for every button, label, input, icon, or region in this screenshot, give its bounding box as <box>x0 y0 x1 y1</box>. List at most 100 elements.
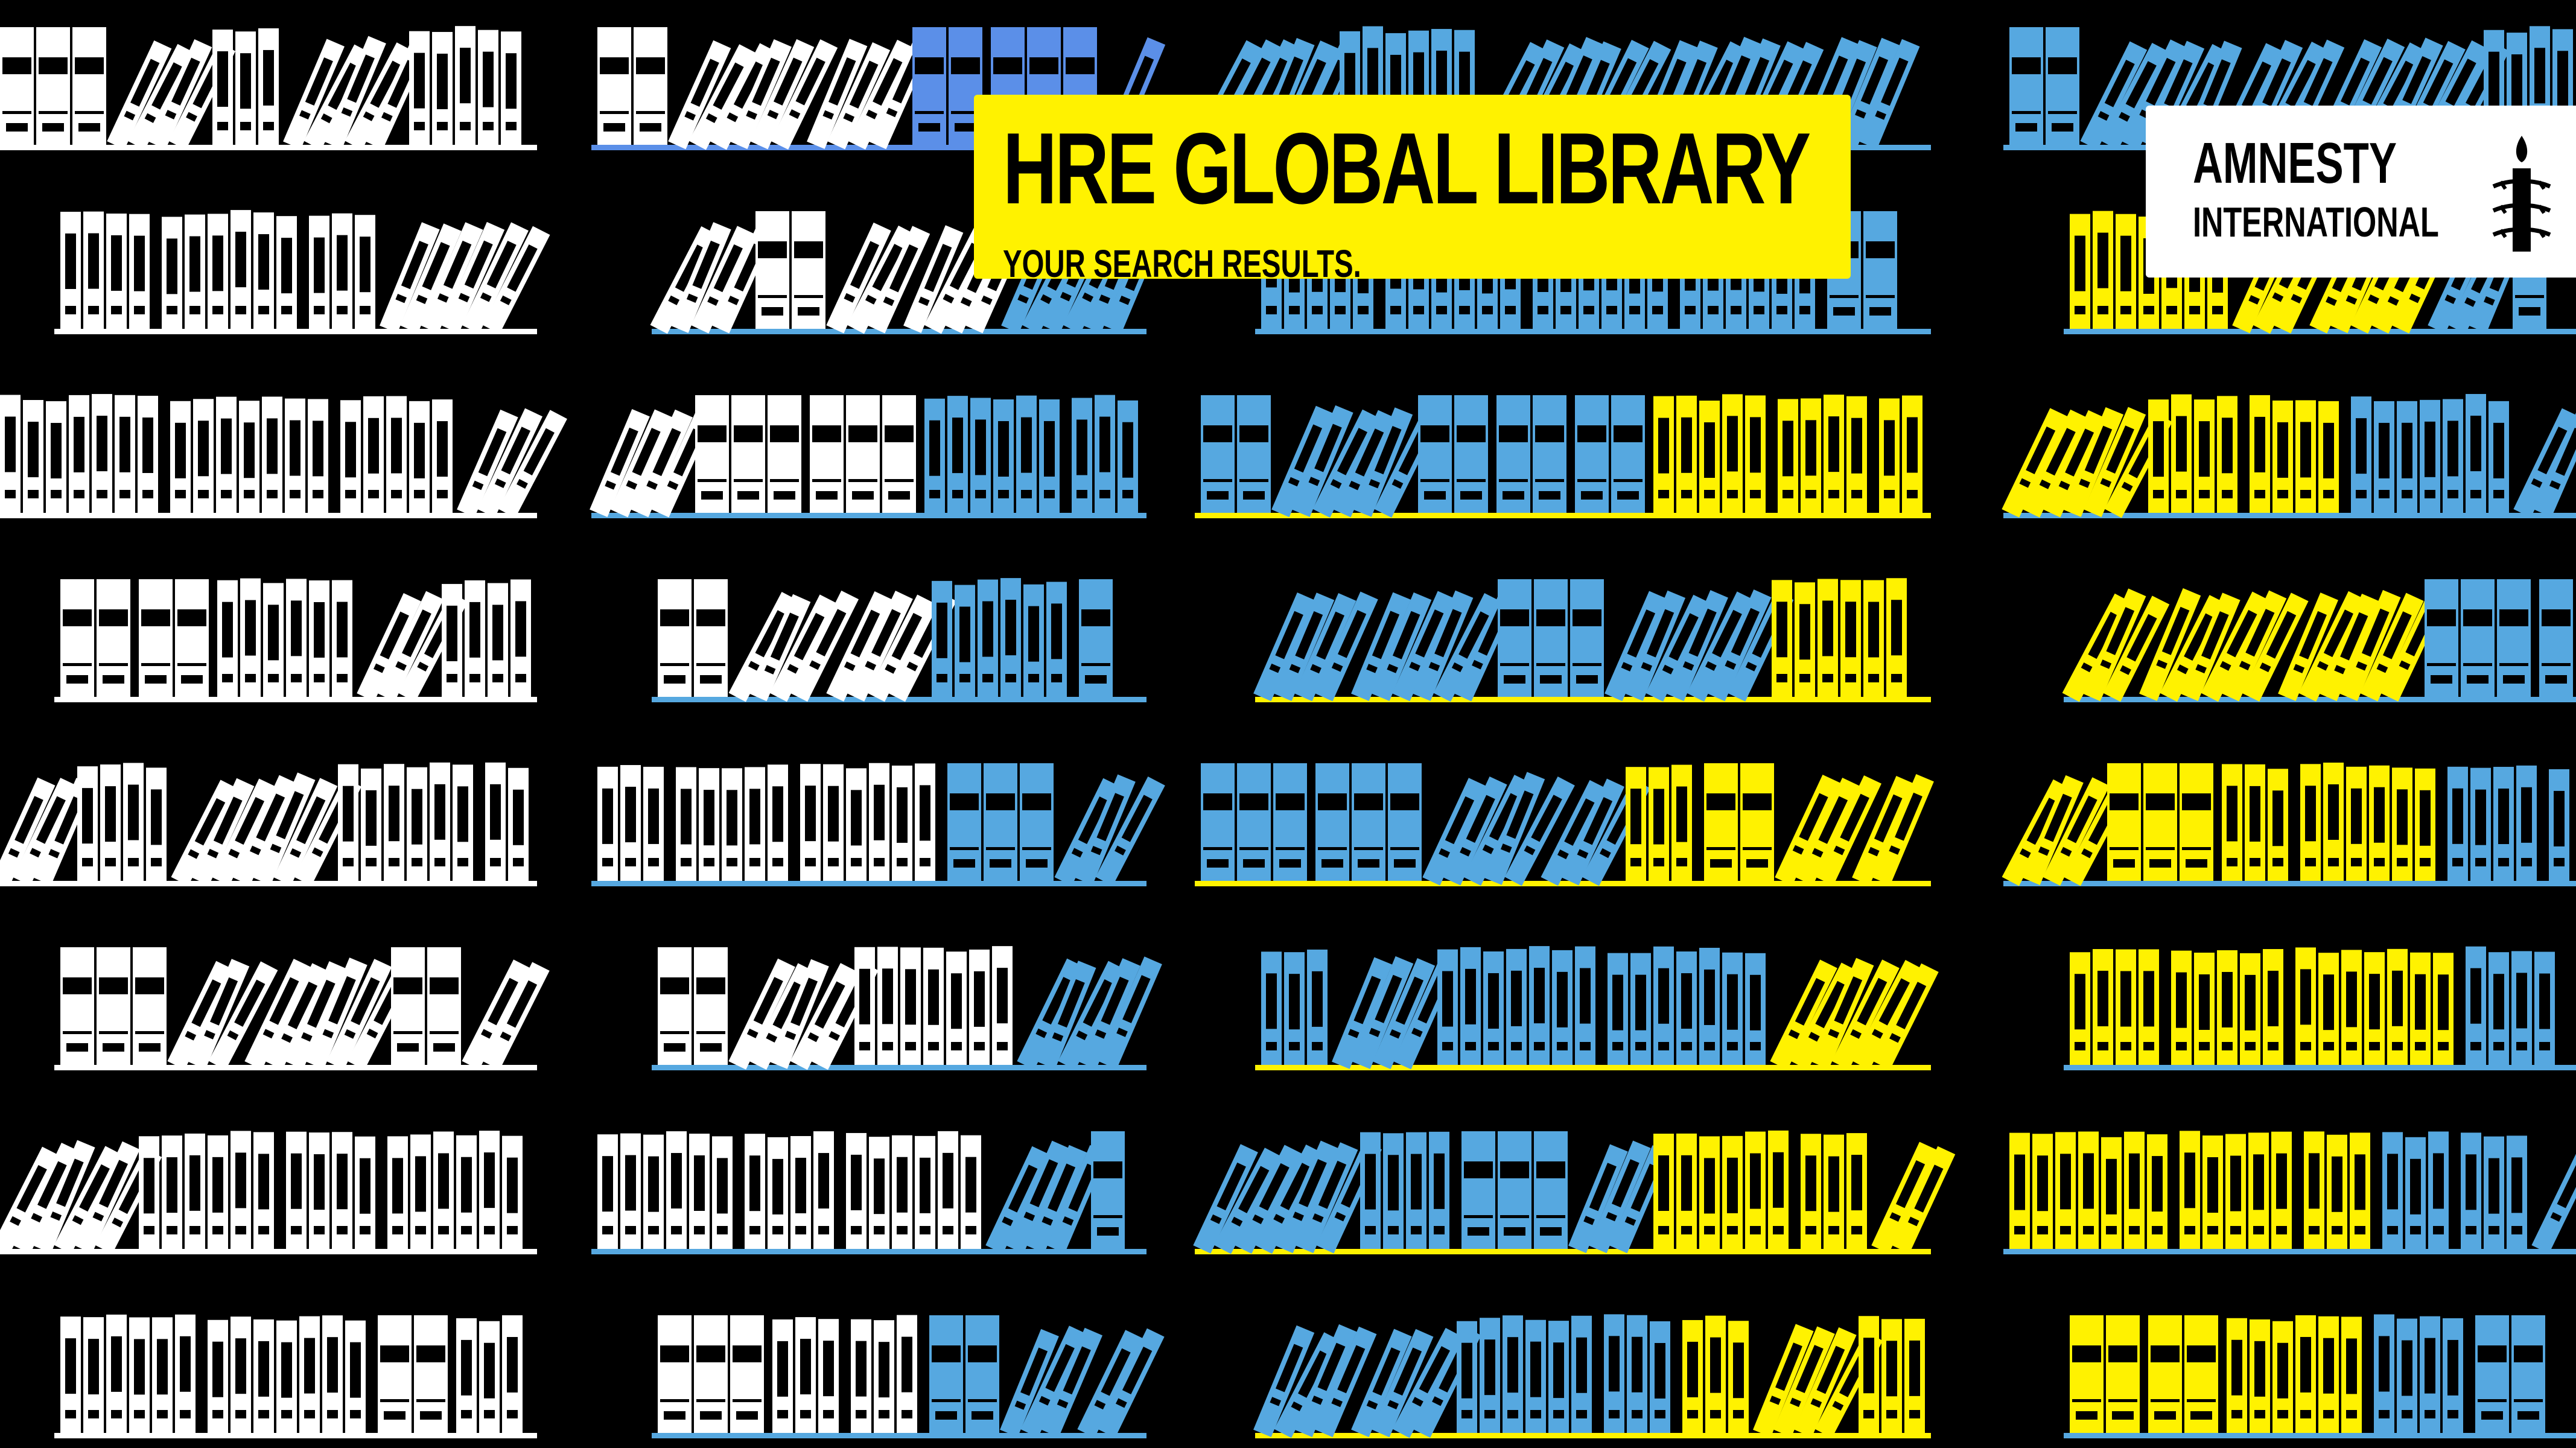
book <box>2171 950 2192 1065</box>
shelf <box>591 763 1165 886</box>
book <box>1816 775 1881 886</box>
book <box>1193 1144 1258 1254</box>
book <box>355 215 375 329</box>
book <box>1091 1131 1125 1249</box>
shelf <box>652 578 1146 702</box>
book <box>1383 1133 1404 1249</box>
book <box>1422 778 1486 886</box>
book <box>2360 592 2424 702</box>
book <box>2346 766 2367 881</box>
book <box>867 594 935 702</box>
book <box>1773 1326 1835 1438</box>
book <box>915 763 935 881</box>
book <box>689 1133 710 1249</box>
book <box>813 1131 834 1249</box>
book <box>869 1137 889 1249</box>
book <box>502 1135 523 1249</box>
book <box>2093 211 2113 329</box>
book <box>2534 409 2576 518</box>
book <box>2351 396 2371 513</box>
book <box>1846 1133 1867 1249</box>
book <box>658 579 692 697</box>
book <box>357 593 421 702</box>
book <box>208 961 278 1070</box>
book <box>1213 1148 1282 1254</box>
book <box>2143 763 2177 881</box>
book <box>1534 1131 1568 1249</box>
book <box>400 223 462 334</box>
book <box>106 1314 127 1433</box>
book <box>60 947 94 1065</box>
book <box>1611 395 1645 513</box>
book <box>2318 953 2339 1065</box>
book <box>658 1315 692 1433</box>
book <box>2549 769 2569 881</box>
book <box>610 409 673 518</box>
book <box>1332 957 1393 1069</box>
book <box>1352 763 1385 881</box>
book <box>1413 590 1474 701</box>
book <box>755 211 789 329</box>
book <box>2420 399 2440 513</box>
book <box>332 213 352 329</box>
book <box>185 214 205 329</box>
book <box>1098 1328 1165 1438</box>
book <box>1728 1321 1749 1433</box>
shelf <box>0 762 537 886</box>
book <box>2043 410 2106 518</box>
book <box>2278 592 2338 701</box>
book <box>643 1134 664 1249</box>
book <box>2084 407 2146 518</box>
book <box>1237 395 1271 513</box>
book <box>54 1146 122 1254</box>
book <box>378 1315 412 1433</box>
book <box>92 394 112 513</box>
book <box>2106 1315 2140 1433</box>
book <box>1253 1325 1315 1437</box>
book <box>2171 394 2192 513</box>
book <box>2242 592 2309 702</box>
book <box>2387 948 2408 1065</box>
book <box>2339 589 2401 701</box>
book <box>970 398 991 513</box>
book <box>100 764 121 881</box>
book <box>2180 1131 2200 1249</box>
book <box>730 39 792 150</box>
book <box>231 1131 251 1249</box>
book <box>377 591 444 702</box>
book <box>1315 591 1378 702</box>
book <box>2194 952 2215 1065</box>
book <box>2070 214 2090 329</box>
book <box>1506 948 1527 1065</box>
book <box>175 579 209 697</box>
book <box>597 1134 618 1249</box>
book <box>1312 409 1380 518</box>
book <box>1676 395 1697 513</box>
book <box>60 211 81 329</box>
book <box>510 579 531 697</box>
book <box>1745 395 1766 513</box>
book <box>2382 1132 2403 1249</box>
book <box>1072 398 1092 513</box>
book <box>947 396 968 513</box>
book <box>1646 594 1711 702</box>
book <box>391 947 425 1065</box>
book <box>322 1315 343 1433</box>
book <box>106 213 127 329</box>
book <box>1201 395 1235 513</box>
book <box>1498 1131 1531 1249</box>
book <box>1457 1321 1477 1433</box>
book <box>2063 407 2124 517</box>
book <box>1360 1132 1381 1249</box>
book <box>273 778 338 886</box>
book <box>1768 1130 1789 1249</box>
book <box>185 1133 205 1249</box>
book <box>2507 1135 2527 1249</box>
book <box>456 1135 477 1249</box>
book <box>285 398 305 513</box>
book <box>1237 763 1271 881</box>
book <box>800 764 821 881</box>
book <box>676 767 696 881</box>
shelf <box>1253 578 1931 702</box>
book <box>1484 772 1545 885</box>
